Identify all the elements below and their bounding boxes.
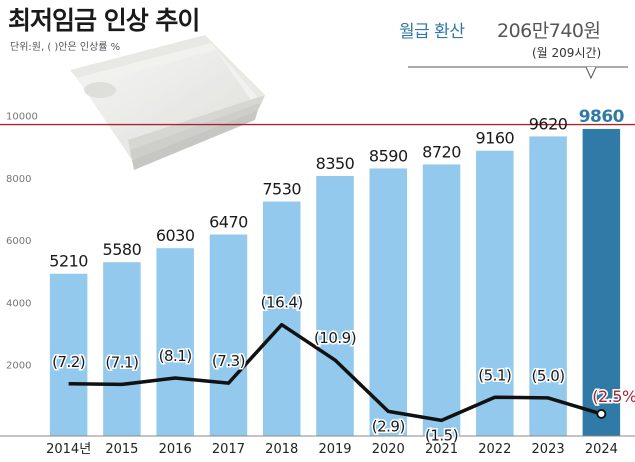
bar-value-label: 7530 xyxy=(262,179,301,198)
bar-value-label: 8720 xyxy=(422,142,461,161)
growth-rate-label: (5.0) xyxy=(532,367,565,385)
x-tick-label: 2016 xyxy=(159,442,192,457)
bar-value-labels: 5210 5580 6030 6470 7530 8350 8590 8720 9160 9620… xyxy=(49,107,625,271)
banknote-stack-icon xyxy=(70,35,265,170)
y-tick-label: 4000 xyxy=(6,298,31,309)
growth-rate-label: (16.4) xyxy=(261,294,303,312)
bar xyxy=(529,136,567,437)
bar-value-label: 5580 xyxy=(103,240,142,259)
growth-rate-label: (7.1) xyxy=(105,353,138,371)
bar xyxy=(582,128,621,436)
bar-value-label: 6470 xyxy=(209,213,248,232)
bar xyxy=(156,248,194,436)
x-tick-label: 2018 xyxy=(265,442,298,457)
x-tick-label: 2020 xyxy=(372,442,405,457)
chart-title: 최저임금 인상 추이 xyxy=(8,6,199,35)
title: 최저임금 인상 추이 xyxy=(8,6,200,35)
conversion-value: 206만740원 xyxy=(497,20,601,42)
bar-value-label: 5210 xyxy=(49,252,88,271)
x-tick-label: 2017 xyxy=(212,442,245,457)
bar-value-label: 9860 xyxy=(579,107,625,127)
bar xyxy=(422,164,461,437)
conversion-label: 월급 환산 xyxy=(399,22,465,42)
bar-value-label: 6030 xyxy=(156,226,195,245)
y-axis: 2000 4000 6000 8000 10000 xyxy=(6,112,38,372)
bar xyxy=(262,201,301,436)
bar-value-label: 9160 xyxy=(475,129,514,148)
bar-series xyxy=(0,128,635,437)
x-tick-label: 2015 xyxy=(105,442,138,457)
y-tick-label: 8000 xyxy=(6,174,31,185)
conversion-note: (월 209시간) xyxy=(532,46,601,60)
bar-value-label: 8350 xyxy=(316,154,355,173)
y-tick-label: 6000 xyxy=(6,236,31,247)
growth-rate-line xyxy=(68,322,602,423)
growth-rate-label: (8.1) xyxy=(159,347,192,365)
growth-rate-label: (7.2) xyxy=(52,353,85,371)
growth-rate-label: (5.1) xyxy=(478,366,511,384)
x-tick-label: 2022 xyxy=(478,442,511,457)
x-axis: 2014년 2015 2016 2017 2018 2019 2020 2021 2022 202… xyxy=(46,442,618,457)
bar xyxy=(209,234,248,436)
callout-pointer xyxy=(585,66,597,80)
x-tick-label: 2024 xyxy=(585,442,618,457)
x-tick-label: 2019 xyxy=(318,442,351,457)
y-tick-label: 2000 xyxy=(6,361,31,372)
monthly-conversion-callout: 월급 환산 206만740원 (월 209시간) xyxy=(399,20,628,80)
x-tick-label: 2023 xyxy=(532,442,565,457)
bar-value-label: 8590 xyxy=(369,146,408,165)
growth-rate-label: (2.5%) xyxy=(592,387,635,406)
growth-rate-label: (1.5) xyxy=(425,426,458,444)
growth-rate-label: (10.9) xyxy=(314,329,356,347)
growth-rate-series xyxy=(68,322,607,423)
y-tick-label: 10000 xyxy=(6,112,38,123)
unit-note: 단위:원, ( )안은 인상률 % xyxy=(10,40,120,53)
growth-rate-label: (7.3) xyxy=(212,352,245,370)
bar xyxy=(103,262,141,436)
growth-rate-label: (2.9) xyxy=(372,417,405,435)
bar xyxy=(49,273,88,436)
bar xyxy=(476,150,514,436)
x-tick-label: 2014년 xyxy=(46,442,91,457)
growth-rate-point xyxy=(596,409,607,419)
bar xyxy=(316,175,354,436)
growth-rate-labels: (7.2) (7.1) (8.1) (7.3) (16.4) (10.9) (2.9) (1.… xyxy=(51,292,635,446)
bar-value-label: 9620 xyxy=(529,114,568,133)
x-tick-label: 2021 xyxy=(425,442,458,457)
bar xyxy=(369,168,408,437)
